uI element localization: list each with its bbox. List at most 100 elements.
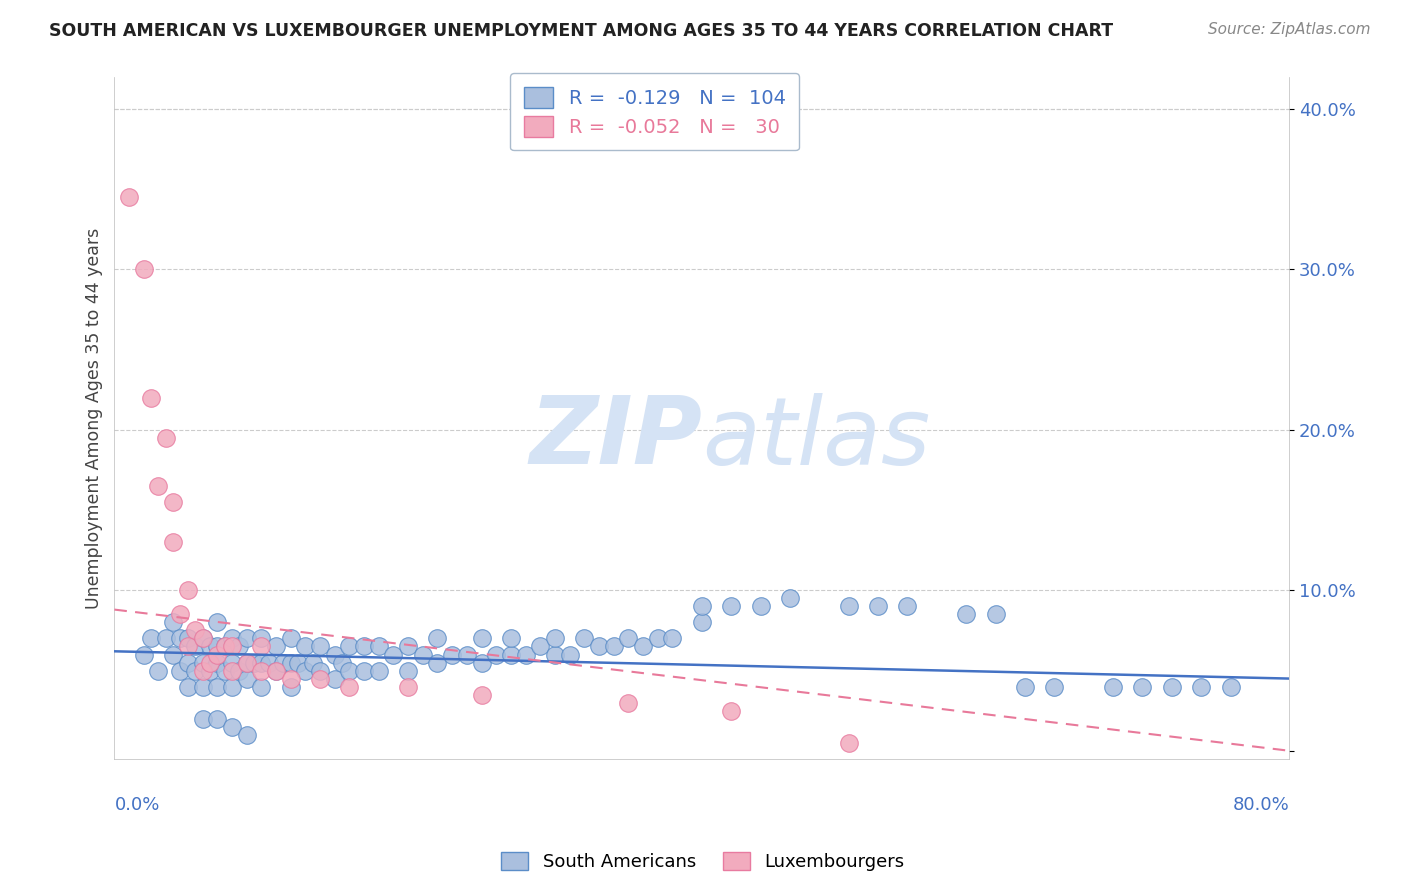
Point xyxy=(280,680,302,694)
Point xyxy=(243,656,266,670)
Point xyxy=(139,391,162,405)
Point xyxy=(235,656,257,670)
Point xyxy=(544,648,567,662)
Point xyxy=(1219,680,1241,694)
Point xyxy=(456,648,478,662)
Point xyxy=(264,640,287,654)
Point xyxy=(162,535,184,549)
Point xyxy=(868,599,890,614)
Point xyxy=(250,632,273,646)
Point xyxy=(198,664,221,678)
Point xyxy=(132,648,155,662)
Point xyxy=(250,640,273,654)
Point xyxy=(184,640,207,654)
Point xyxy=(323,648,346,662)
Point xyxy=(264,664,287,678)
Point xyxy=(323,672,346,686)
Point xyxy=(529,640,551,654)
Point xyxy=(485,648,508,662)
Point xyxy=(280,632,302,646)
Point xyxy=(690,599,713,614)
Point xyxy=(661,632,683,646)
Point xyxy=(184,664,207,678)
Point xyxy=(221,664,243,678)
Point xyxy=(198,640,221,654)
Legend: R =  -0.129   N =  104, R =  -0.052   N =   30: R = -0.129 N = 104, R = -0.052 N = 30 xyxy=(510,73,799,151)
Point xyxy=(214,640,236,654)
Point xyxy=(169,632,191,646)
Point xyxy=(426,632,449,646)
Point xyxy=(205,640,228,654)
Point xyxy=(396,664,419,678)
Point xyxy=(499,632,522,646)
Point xyxy=(294,640,316,654)
Point xyxy=(228,640,250,654)
Point xyxy=(214,664,236,678)
Point xyxy=(426,656,449,670)
Point xyxy=(515,648,537,662)
Point xyxy=(309,672,332,686)
Point xyxy=(214,640,236,654)
Point xyxy=(1102,680,1125,694)
Point xyxy=(499,648,522,662)
Point xyxy=(191,664,214,678)
Point xyxy=(330,656,353,670)
Point xyxy=(191,680,214,694)
Point xyxy=(280,656,302,670)
Point xyxy=(838,599,860,614)
Point xyxy=(148,479,170,493)
Point xyxy=(631,640,654,654)
Text: ZIP: ZIP xyxy=(529,392,702,484)
Point xyxy=(470,632,492,646)
Point xyxy=(162,615,184,630)
Point xyxy=(235,632,257,646)
Point xyxy=(558,648,581,662)
Point xyxy=(301,656,323,670)
Point xyxy=(177,680,200,694)
Legend: South Americans, Luxembourgers: South Americans, Luxembourgers xyxy=(494,845,912,879)
Text: 0.0%: 0.0% xyxy=(114,797,160,814)
Point xyxy=(177,656,200,670)
Point xyxy=(228,664,250,678)
Point xyxy=(720,704,742,718)
Point xyxy=(955,607,977,622)
Point xyxy=(367,664,389,678)
Point xyxy=(838,736,860,750)
Text: 80.0%: 80.0% xyxy=(1233,797,1289,814)
Point xyxy=(155,632,177,646)
Point xyxy=(205,656,228,670)
Point xyxy=(588,640,610,654)
Point xyxy=(221,656,243,670)
Point xyxy=(720,599,742,614)
Point xyxy=(250,680,273,694)
Point xyxy=(235,656,257,670)
Point xyxy=(396,640,419,654)
Point xyxy=(353,640,375,654)
Text: Source: ZipAtlas.com: Source: ZipAtlas.com xyxy=(1208,22,1371,37)
Point xyxy=(617,696,640,710)
Point xyxy=(544,632,567,646)
Point xyxy=(205,680,228,694)
Point xyxy=(250,664,273,678)
Point xyxy=(353,664,375,678)
Point xyxy=(162,495,184,509)
Point xyxy=(779,591,801,606)
Point xyxy=(1043,680,1066,694)
Point xyxy=(441,648,464,662)
Point xyxy=(221,680,243,694)
Point xyxy=(309,640,332,654)
Point xyxy=(1132,680,1154,694)
Point xyxy=(287,656,309,670)
Point xyxy=(250,656,273,670)
Point xyxy=(169,607,191,622)
Point xyxy=(221,632,243,646)
Point xyxy=(396,680,419,694)
Point xyxy=(337,640,360,654)
Point xyxy=(155,431,177,445)
Point xyxy=(749,599,772,614)
Point xyxy=(280,672,302,686)
Point xyxy=(984,607,1007,622)
Point xyxy=(205,712,228,726)
Point xyxy=(177,640,200,654)
Point xyxy=(690,615,713,630)
